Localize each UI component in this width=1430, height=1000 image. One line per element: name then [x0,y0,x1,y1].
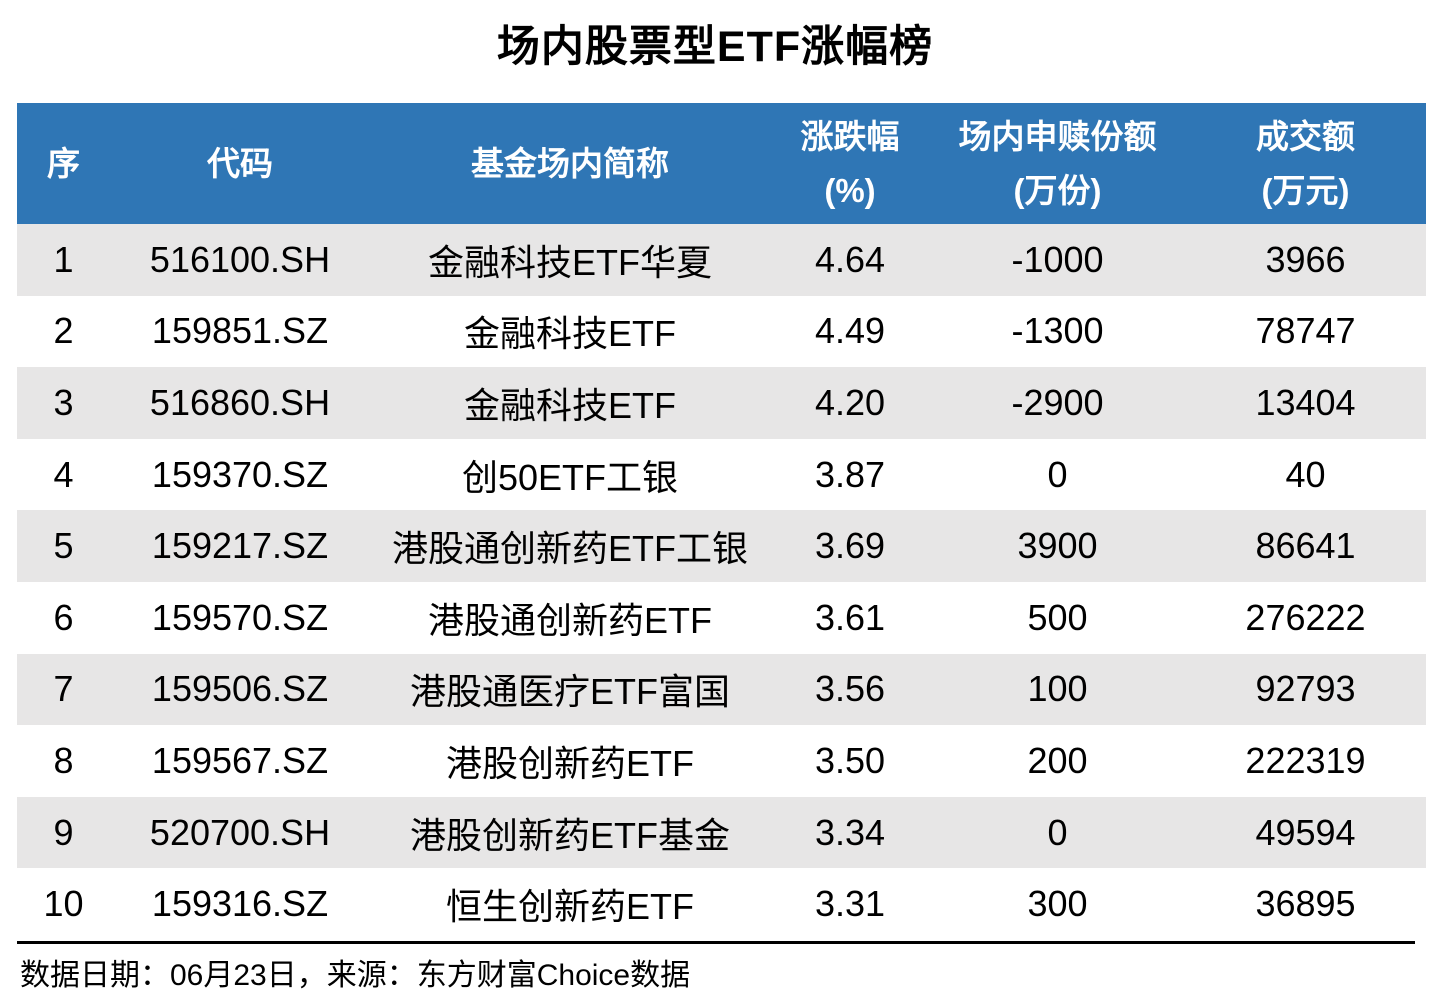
cell-shares: 3900 [930,510,1185,582]
data-source-note: 数据日期：06月23日，来源：东方财富Choice数据 [20,959,691,992]
etf-ranking-table: 序 代码 基金场内简称 涨跌幅 (%) 场内申赎份额 (万份) 成交额 [17,103,1426,940]
col-header-shares: 场内申赎份额 (万份) [930,103,1185,224]
col-header-rank-label: 序 [47,144,80,182]
col-header-code: 代码 [110,103,370,224]
col-header-change: 涨跌幅 (%) [770,103,930,224]
table-row: 2 159851.SZ 金融科技ETF 4.49 -1300 78747 [17,295,1426,368]
col-header-name: 基金场内简称 [370,103,770,224]
cell-name: 创50ETF工银 [370,438,770,511]
cell-name: 港股创新药ETF [370,725,770,797]
cell-rank: 9 [17,796,110,869]
cell-change: 3.69 [770,510,930,582]
table-row: 8 159567.SZ 港股创新药ETF 3.50 200 222319 [17,725,1426,797]
table-row: 1 516100.SH 金融科技ETF华夏 4.64 -1000 3966 [17,224,1426,296]
cell-code: 159851.SZ [110,295,370,368]
col-header-change-unit: (%) [824,171,876,209]
col-header-name-label: 基金场内简称 [471,144,669,182]
footer-divider-line [17,941,1415,944]
cell-shares: 0 [930,438,1185,511]
cell-rank: 4 [17,438,110,511]
cell-code: 159316.SZ [110,868,370,940]
cell-shares: 0 [930,796,1185,869]
cell-name: 金融科技ETF [370,295,770,368]
cell-shares: 200 [930,725,1185,797]
cell-rank: 8 [17,725,110,797]
cell-change: 4.49 [770,295,930,368]
cell-name: 金融科技ETF华夏 [370,224,770,296]
cell-shares: 100 [930,653,1185,726]
cell-rank: 3 [17,367,110,439]
cell-rank: 10 [17,868,110,940]
cell-rank: 6 [17,581,110,654]
cell-code: 159506.SZ [110,653,370,726]
cell-change: 3.31 [770,868,930,940]
cell-turnover: 86641 [1185,510,1426,582]
cell-turnover: 3966 [1185,224,1426,296]
col-header-code-label: 代码 [207,144,273,182]
cell-turnover: 13404 [1185,367,1426,439]
cell-code: 159567.SZ [110,725,370,797]
cell-turnover: 78747 [1185,295,1426,368]
cell-change: 4.20 [770,367,930,439]
cell-shares: -2900 [930,367,1185,439]
cell-change: 3.87 [770,438,930,511]
cell-name: 金融科技ETF [370,367,770,439]
cell-turnover: 36895 [1185,868,1426,940]
cell-name: 港股通医疗ETF富国 [370,653,770,726]
col-header-shares-label: 场内申赎份额 [958,117,1157,155]
cell-code: 516100.SH [110,224,370,296]
cell-turnover: 222319 [1185,725,1426,797]
cell-code: 516860.SH [110,367,370,439]
cell-name: 恒生创新药ETF [370,868,770,940]
cell-rank: 7 [17,653,110,726]
cell-turnover: 40 [1185,438,1426,511]
col-header-shares-unit: (万份) [1013,171,1102,209]
cell-code: 520700.SH [110,796,370,869]
cell-code: 159217.SZ [110,510,370,582]
table-header-row: 序 代码 基金场内简称 涨跌幅 (%) 场内申赎份额 (万份) 成交额 [17,103,1426,224]
cell-change: 3.56 [770,653,930,726]
table-row: 10 159316.SZ 恒生创新药ETF 3.31 300 36895 [17,868,1426,940]
cell-name: 港股创新药ETF基金 [370,796,770,869]
cell-code: 159370.SZ [110,438,370,511]
table-row: 5 159217.SZ 港股通创新药ETF工银 3.69 3900 86641 [17,510,1426,582]
table-row: 7 159506.SZ 港股通医疗ETF富国 3.56 100 92793 [17,653,1426,726]
col-header-turnover-unit: (万元) [1261,171,1350,209]
cell-turnover: 276222 [1185,581,1426,654]
cell-shares: -1300 [930,295,1185,368]
cell-name: 港股通创新药ETF [370,581,770,654]
cell-code: 159570.SZ [110,581,370,654]
table-row: 4 159370.SZ 创50ETF工银 3.87 0 40 [17,438,1426,511]
cell-turnover: 92793 [1185,653,1426,726]
table-row: 3 516860.SH 金融科技ETF 4.20 -2900 13404 [17,367,1426,439]
cell-shares: 300 [930,868,1185,940]
col-header-change-label: 涨跌幅 [800,117,900,155]
cell-turnover: 49594 [1185,796,1426,869]
cell-rank: 5 [17,510,110,582]
cell-rank: 1 [17,224,110,296]
cell-change: 3.34 [770,796,930,869]
cell-shares: -1000 [930,224,1185,296]
col-header-turnover-label: 成交额 [1256,117,1355,155]
cell-name: 港股通创新药ETF工银 [370,510,770,582]
col-header-rank: 序 [17,103,110,224]
col-header-turnover: 成交额 (万元) [1185,103,1426,224]
cell-shares: 500 [930,581,1185,654]
cell-change: 4.64 [770,224,930,296]
page-title: 场内股票型ETF涨幅榜 [496,23,934,71]
cell-change: 3.50 [770,725,930,797]
table-row: 6 159570.SZ 港股通创新药ETF 3.61 500 276222 [17,581,1426,654]
cell-rank: 2 [17,295,110,368]
table-row: 9 520700.SH 港股创新药ETF基金 3.34 0 49594 [17,796,1426,869]
cell-change: 3.61 [770,581,930,654]
